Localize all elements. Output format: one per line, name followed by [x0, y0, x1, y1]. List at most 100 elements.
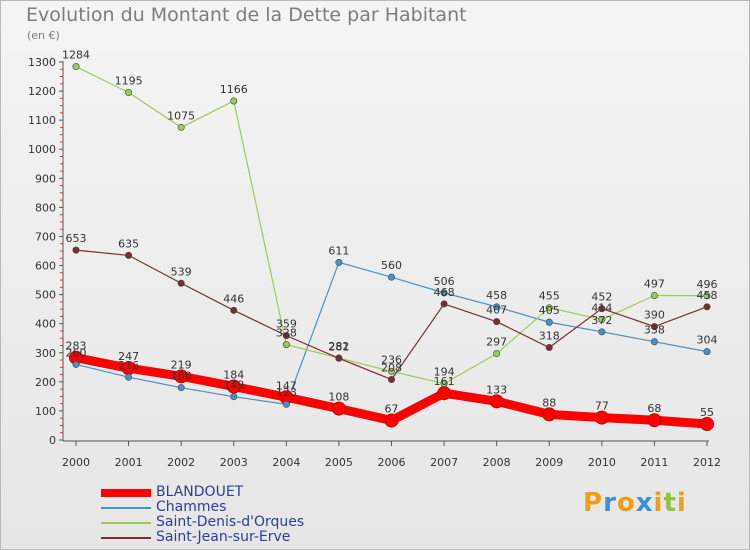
data-point [282, 332, 290, 340]
data-point [282, 400, 290, 408]
data-point [700, 417, 714, 432]
y-tick-label: 1200 [28, 85, 56, 98]
data-label: 328 [276, 327, 297, 340]
legend-label: Saint-Jean-sur-Erve [156, 529, 291, 545]
data-point [545, 318, 553, 326]
x-tick-label: 2012 [693, 456, 721, 469]
data-point [493, 350, 501, 358]
data-label: 446 [223, 292, 244, 305]
data-point [650, 338, 658, 346]
data-label: 1166 [220, 83, 248, 96]
y-tick-label: 0 [49, 434, 56, 447]
y-tick-label: 500 [35, 289, 56, 302]
data-label: 338 [644, 324, 665, 337]
y-tick-label: 400 [35, 318, 56, 331]
data-point [230, 97, 238, 105]
data-label: 318 [539, 330, 560, 343]
data-point [489, 394, 504, 409]
y-tick-label: 1100 [28, 114, 56, 127]
proxiti-logo: Proxiti [583, 488, 687, 518]
data-point [335, 258, 343, 266]
y-tick-label: 900 [35, 172, 56, 185]
data-label: 496 [697, 278, 718, 291]
data-point [125, 89, 133, 97]
legend-swatch [101, 507, 151, 509]
data-label: 123 [276, 386, 297, 399]
y-tick-label: 800 [35, 201, 56, 214]
data-point [387, 367, 395, 375]
data-point [177, 123, 185, 131]
data-label: 297 [486, 336, 507, 349]
data-label: 1075 [167, 109, 195, 122]
y-tick-label: 200 [35, 376, 56, 389]
data-point [226, 379, 241, 394]
data-label: 359 [276, 318, 297, 331]
data-label: 1284 [62, 49, 90, 62]
x-tick-label: 2000 [62, 456, 90, 469]
legend-label: Chammes [156, 499, 227, 515]
data-point [594, 410, 609, 425]
data-label: 147 [276, 379, 297, 392]
y-tick-label: 100 [35, 405, 56, 418]
data-point [331, 401, 346, 416]
data-label: 304 [697, 334, 718, 347]
data-point [177, 279, 185, 287]
data-point [545, 344, 553, 352]
data-point [230, 393, 238, 401]
data-point [174, 369, 189, 384]
data-point [72, 246, 80, 254]
x-tick-label: 2008 [483, 456, 511, 469]
data-point [545, 304, 553, 312]
data-point [387, 273, 395, 281]
data-point [703, 292, 711, 300]
data-label: 260 [66, 346, 87, 359]
data-label: 497 [644, 277, 665, 290]
data-label: 67 [385, 403, 399, 416]
data-label: 180 [171, 370, 192, 383]
data-label: 372 [591, 314, 612, 327]
y-tick-label: 600 [35, 260, 56, 273]
data-point [440, 380, 448, 388]
unit-label: (en €) [27, 29, 60, 42]
data-label: 405 [539, 304, 560, 317]
data-label: 407 [486, 304, 507, 317]
data-point [493, 318, 501, 326]
data-label: 452 [591, 291, 612, 304]
data-label: 635 [118, 237, 139, 250]
data-point [437, 386, 452, 401]
legend-swatch [101, 537, 151, 539]
data-point [125, 251, 133, 259]
data-point [598, 316, 606, 324]
x-tick-label: 2009 [535, 456, 563, 469]
data-point [384, 413, 399, 428]
x-tick-label: 2006 [378, 456, 406, 469]
data-point [703, 348, 711, 356]
data-point [598, 328, 606, 336]
x-tick-label: 2001 [115, 456, 143, 469]
data-point [177, 384, 185, 392]
x-tick-label: 2004 [272, 456, 300, 469]
data-label: 247 [118, 350, 139, 363]
data-point [650, 323, 658, 331]
data-label: 1195 [115, 75, 143, 88]
data-label: 149 [223, 379, 244, 392]
data-label: 281 [328, 340, 349, 353]
data-label: 236 [381, 353, 402, 366]
data-point [493, 303, 501, 311]
x-tick-label: 2011 [640, 456, 668, 469]
y-tick-label: 1300 [28, 56, 56, 69]
data-label: 219 [171, 358, 192, 371]
logo-letter: x [635, 488, 654, 518]
data-label: 458 [697, 289, 718, 302]
data-label: 539 [171, 265, 192, 278]
data-label: 77 [595, 400, 609, 413]
data-label: 133 [486, 383, 507, 396]
x-tick-label: 2003 [220, 456, 248, 469]
data-label: 468 [434, 286, 455, 299]
x-tick-label: 2005 [325, 456, 353, 469]
logo-letter: t [663, 488, 677, 518]
x-tick-label: 2010 [588, 456, 616, 469]
data-point [598, 305, 606, 313]
data-point [230, 306, 238, 314]
